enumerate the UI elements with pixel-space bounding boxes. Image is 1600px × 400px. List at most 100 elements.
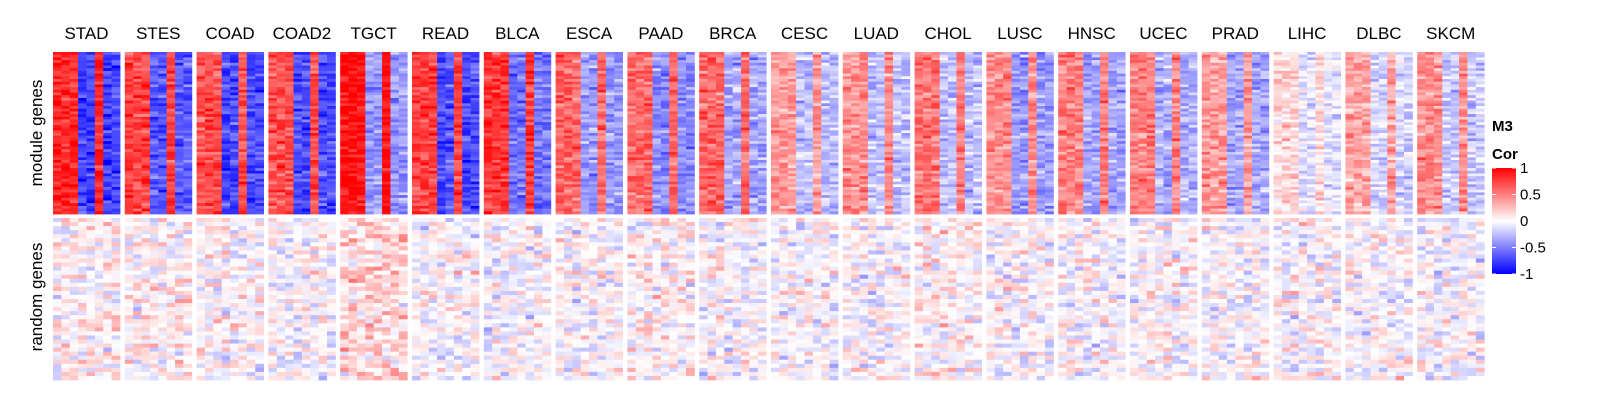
heatmap-cell <box>255 299 264 303</box>
heatmap-cell <box>382 267 391 271</box>
heatmap-cell <box>268 315 277 319</box>
heatmap-cell <box>437 299 446 303</box>
heatmap-cell <box>437 76 446 79</box>
heatmap-cell <box>501 93 510 96</box>
heatmap-cell <box>285 226 294 230</box>
heatmap-cell <box>133 136 142 139</box>
heatmap-cell <box>175 128 184 131</box>
heatmap-cell <box>302 157 311 160</box>
heatmap-cell <box>247 331 256 335</box>
heatmap-cell <box>167 174 176 177</box>
heatmap-cell <box>349 57 358 60</box>
heatmap-cell <box>150 372 159 376</box>
heatmap-cell <box>213 335 222 339</box>
heatmap-cell <box>158 187 167 190</box>
heatmap-cell <box>238 344 247 348</box>
heatmap-cell <box>399 190 408 193</box>
heatmap-cell <box>429 109 438 112</box>
heatmap-cell <box>446 259 455 263</box>
heatmap-cell <box>399 352 408 356</box>
heatmap-cell <box>420 271 429 275</box>
heatmap-cell <box>310 311 319 315</box>
heatmap-cell <box>484 95 493 98</box>
heatmap-cell <box>319 136 328 139</box>
heatmap-cell <box>158 344 167 348</box>
heatmap-cell <box>167 165 176 168</box>
heatmap-cell <box>471 171 480 174</box>
heatmap-cell <box>349 376 358 380</box>
heatmap-cell <box>374 133 383 136</box>
heatmap-cell <box>501 71 510 74</box>
heatmap-cell <box>133 250 142 254</box>
heatmap-cell <box>78 203 87 206</box>
heatmap-cell <box>340 209 349 212</box>
heatmap-cell <box>103 155 112 158</box>
heatmap-cell <box>247 87 256 90</box>
heatmap-cell <box>175 291 184 295</box>
heatmap-cell <box>454 201 463 204</box>
heatmap-cell <box>133 57 142 60</box>
heatmap-cell <box>294 93 303 96</box>
heatmap-cell <box>222 242 231 246</box>
heatmap-cell <box>183 203 192 206</box>
heatmap-cell <box>205 106 214 109</box>
heatmap-cell <box>374 157 383 160</box>
heatmap-cell <box>319 149 328 152</box>
heatmap-cell <box>53 368 62 372</box>
heatmap-cell <box>382 295 391 299</box>
heatmap-cell <box>247 174 256 177</box>
heatmap-cell <box>357 360 366 364</box>
heatmap-cell <box>238 60 247 63</box>
heatmap-cell <box>213 238 222 242</box>
heatmap-cell <box>175 60 184 63</box>
heatmap-cell <box>446 299 455 303</box>
heatmap-cell <box>238 120 247 123</box>
heatmap-cell <box>142 206 151 209</box>
heatmap-cell <box>420 171 429 174</box>
heatmap-cell <box>357 287 366 291</box>
heatmap-cell <box>349 66 358 69</box>
heatmap-cell <box>340 250 349 254</box>
heatmap-cell <box>501 184 510 187</box>
heatmap-cell <box>112 168 121 171</box>
heatmap-cell <box>70 263 79 267</box>
heatmap-cell <box>78 271 87 275</box>
heatmap-cell <box>205 259 214 263</box>
heatmap-cell <box>222 376 231 380</box>
heatmap-cell <box>429 275 438 279</box>
heatmap-cell <box>255 179 264 182</box>
heatmap-cell <box>471 348 480 352</box>
heatmap-cell <box>247 74 256 77</box>
heatmap-cell <box>429 299 438 303</box>
heatmap-cell <box>125 242 134 246</box>
heatmap-cell <box>70 155 79 158</box>
heatmap-cell <box>255 184 264 187</box>
heatmap-cell <box>175 348 184 352</box>
heatmap-cell <box>471 84 480 87</box>
heatmap-cell <box>112 93 121 96</box>
heatmap-cell <box>222 120 231 123</box>
heatmap-cell <box>268 98 277 101</box>
heatmap-cell <box>103 63 112 66</box>
heatmap-cell <box>197 340 206 344</box>
heatmap-cell <box>205 327 214 331</box>
heatmap-cell <box>390 93 399 96</box>
heatmap-cell <box>319 303 328 307</box>
heatmap-cell <box>142 114 151 117</box>
heatmap-cell <box>183 250 192 254</box>
heatmap-cell <box>125 218 134 222</box>
heatmap-cell <box>412 168 421 171</box>
heatmap-cell <box>462 168 471 171</box>
heatmap-cell <box>462 222 471 226</box>
heatmap-cell <box>87 93 96 96</box>
heatmap-cell <box>446 176 455 179</box>
heatmap-cell <box>437 203 446 206</box>
heatmap-cell <box>446 111 455 114</box>
heatmap-cell <box>484 179 493 182</box>
heatmap-cell <box>429 152 438 155</box>
heatmap-cell <box>167 307 176 311</box>
heatmap-cell <box>446 114 455 117</box>
heatmap-cell <box>399 130 408 133</box>
heatmap-cell <box>420 182 429 185</box>
heatmap-cell <box>357 157 366 160</box>
